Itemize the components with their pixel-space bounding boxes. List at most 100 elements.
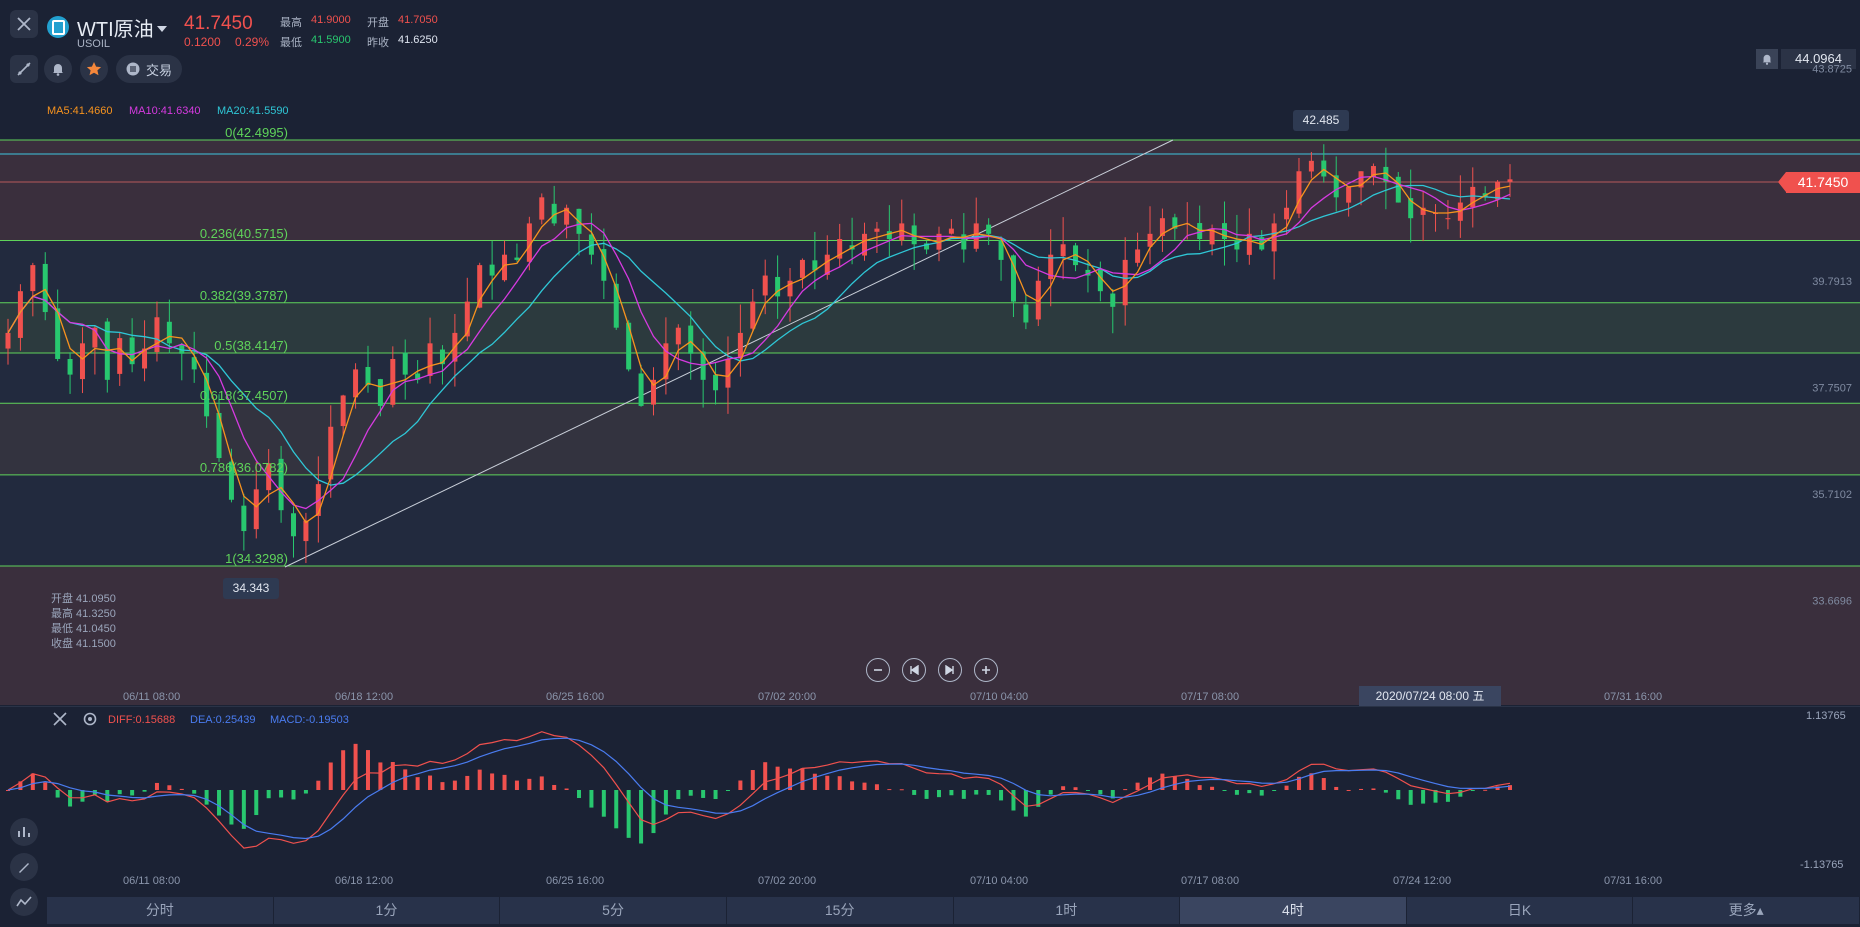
- chevron-down-icon[interactable]: [157, 20, 167, 38]
- zoom-in-button[interactable]: [974, 658, 998, 682]
- macd-bar: [1284, 785, 1289, 790]
- scroll-forward-button[interactable]: [938, 658, 962, 682]
- drawing-button[interactable]: [10, 853, 38, 881]
- time-axis-label: 06/18 12:00: [335, 691, 394, 703]
- macd-bar: [490, 773, 495, 790]
- alert-button[interactable]: [44, 55, 72, 83]
- price-change-pct: 0.29%: [235, 35, 270, 49]
- candle: [638, 373, 644, 406]
- high-label: 最高: [280, 17, 302, 29]
- close-icon: [53, 712, 67, 726]
- macd-close-button[interactable]: [52, 711, 68, 732]
- fib-zone: [0, 474, 1860, 566]
- candle: [502, 254, 508, 281]
- price-axis-label: 33.6696: [1812, 595, 1852, 607]
- macd-bar: [1272, 790, 1277, 791]
- candle: [737, 332, 743, 359]
- candle: [17, 291, 23, 338]
- ma10-line: [7, 175, 1511, 510]
- oil-symbol-icon: [47, 16, 69, 38]
- candle: [514, 257, 520, 260]
- ma10-legend: MA10:41.6340: [129, 105, 201, 117]
- candle: [1308, 160, 1314, 172]
- macd-bar: [577, 790, 582, 799]
- macd-chart[interactable]: [0, 707, 1860, 887]
- macd-bar: [477, 769, 482, 790]
- tab-more[interactable]: 更多▴: [1633, 897, 1860, 924]
- macd-bar: [999, 790, 1004, 801]
- candle: [191, 357, 197, 370]
- fib-zone: [0, 302, 1860, 353]
- macd-value-legend: MACD:-0.19503: [270, 714, 349, 726]
- indicator-button[interactable]: [10, 818, 38, 846]
- macd-bar: [18, 781, 23, 790]
- fib-level-label: 1(34.3298): [225, 551, 288, 566]
- ohlc-info: 开盘 41.0950 最高 41.3250 最低 41.0450 收盘 41.1…: [51, 592, 116, 652]
- tab-1min[interactable]: 1分: [274, 897, 501, 924]
- macd-bar: [1135, 782, 1140, 790]
- tab-timeshare[interactable]: 分时: [47, 897, 274, 924]
- candle: [775, 276, 781, 297]
- low-label: 最低: [280, 37, 302, 49]
- candle: [1060, 244, 1066, 257]
- macd-settings-button[interactable]: [82, 711, 98, 732]
- fib-level-label: 0.618(37.4507): [199, 388, 288, 404]
- macd-bar: [750, 770, 755, 790]
- time-axis-label: 06/18 12:00: [335, 875, 394, 887]
- macd-bar: [1259, 790, 1264, 796]
- symbol-name[interactable]: WTI原油: [77, 19, 154, 41]
- candle: [328, 426, 334, 480]
- favorite-button[interactable]: [80, 55, 108, 83]
- close-button[interactable]: [10, 10, 38, 38]
- candle: [1234, 239, 1240, 250]
- macd-bar: [428, 775, 433, 790]
- macd-bar: [899, 789, 904, 791]
- candle: [439, 349, 445, 365]
- trend-line[interactable]: [284, 139, 1174, 568]
- time-axis-label: 07/31 16:00: [1604, 875, 1663, 887]
- high-marker: 42.485: [1293, 110, 1349, 131]
- open-label: 开盘: [367, 17, 389, 29]
- scroll-back-button[interactable]: [902, 658, 926, 682]
- macd-bar: [676, 790, 681, 800]
- zoom-out-button[interactable]: [866, 658, 890, 682]
- tab-15min[interactable]: 15分: [727, 897, 954, 924]
- tab-4hour[interactable]: 4时: [1180, 897, 1407, 924]
- candle: [1383, 166, 1389, 182]
- macd-bar: [502, 774, 507, 790]
- candle: [340, 395, 346, 427]
- candle: [1321, 160, 1327, 177]
- macd-bar: [217, 790, 222, 816]
- macd-bar: [1508, 785, 1512, 790]
- macd-bar: [341, 750, 346, 790]
- price-axis-label: 39.7913: [1812, 276, 1852, 288]
- draw-tool-button[interactable]: [10, 55, 38, 83]
- macd-bar: [390, 762, 395, 790]
- tab-daily[interactable]: 日K: [1407, 897, 1634, 924]
- candle: [92, 327, 98, 348]
- bell-icon: [53, 64, 63, 76]
- fib-zone: [0, 140, 1860, 241]
- fib-zone: [0, 240, 1860, 303]
- macd-bar: [1445, 790, 1450, 802]
- macd-bar: [154, 782, 159, 790]
- macd-bar: [986, 790, 991, 795]
- candle: [1147, 233, 1153, 247]
- macd-bar: [614, 790, 619, 829]
- price-alert-button[interactable]: [1756, 49, 1778, 69]
- tab-5min[interactable]: 5分: [500, 897, 727, 924]
- trade-button[interactable]: 交易: [116, 55, 182, 83]
- indicator-line-button[interactable]: [10, 888, 38, 916]
- candle: [303, 520, 309, 542]
- candle: [663, 343, 669, 380]
- candle: [353, 369, 359, 398]
- tab-1hour[interactable]: 1时: [954, 897, 1181, 924]
- macd-bar: [663, 790, 668, 815]
- candle: [1023, 304, 1029, 323]
- macd-bar: [1222, 790, 1227, 791]
- macd-bar: [378, 762, 383, 790]
- candle: [377, 379, 383, 406]
- trade-icon: [126, 62, 140, 76]
- candle: [886, 231, 892, 240]
